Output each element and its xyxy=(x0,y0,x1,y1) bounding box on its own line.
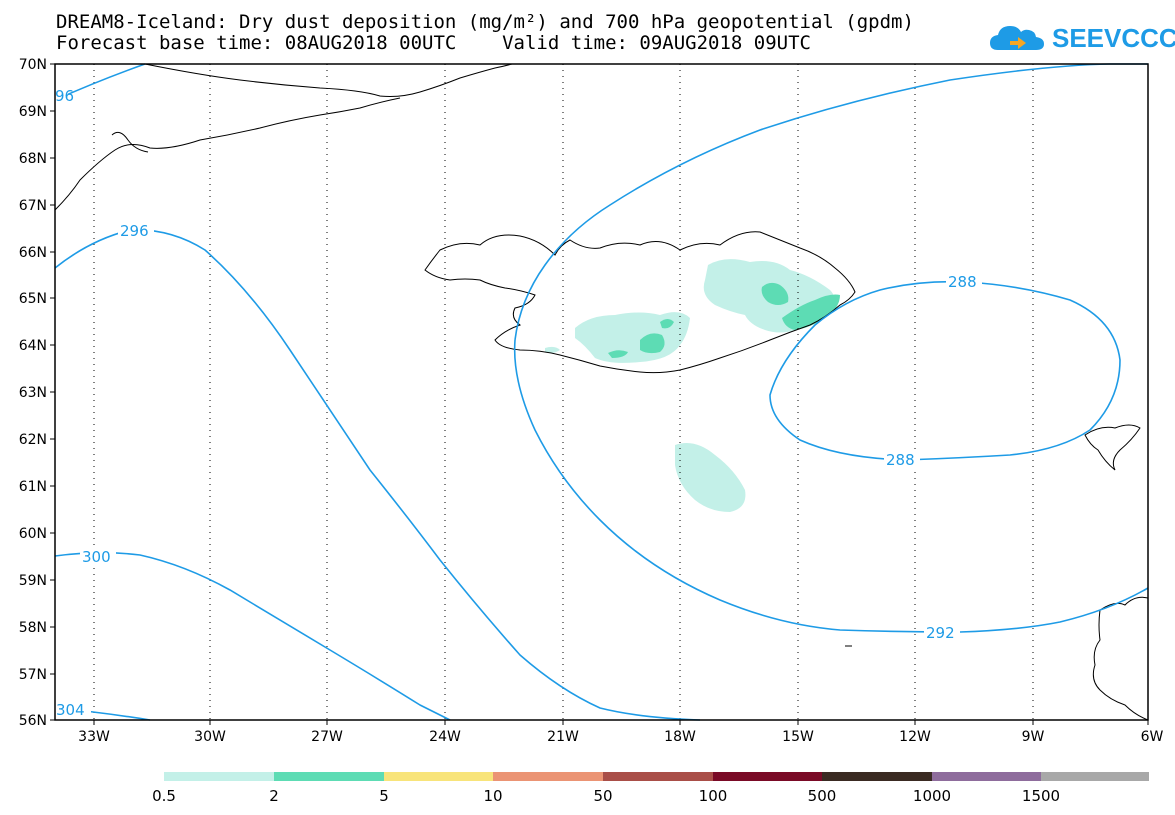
contour-label: 304 xyxy=(56,701,85,719)
lat-label: 69N xyxy=(19,104,47,120)
lon-label: 33W xyxy=(78,729,110,745)
longitude-labels: 33W 30W 27W 24W 21W 18W 15W 12W 9W 6W xyxy=(78,729,1163,745)
contour-labels: 96 296 300 304 288 288 292 xyxy=(54,87,982,719)
map-frame xyxy=(54,63,1149,721)
cloud-arrow-icon xyxy=(990,26,1044,50)
colorbar-label: 0.5 xyxy=(152,787,176,805)
contour-label: 292 xyxy=(926,624,955,642)
colorbar-label: 1000 xyxy=(913,787,951,805)
colorbar-label: 2 xyxy=(269,787,279,805)
colorbar-swatch xyxy=(384,772,493,781)
latitude-axis xyxy=(50,63,55,721)
lon-label: 6W xyxy=(1141,729,1164,745)
lat-label: 56N xyxy=(19,713,47,729)
lat-label: 59N xyxy=(19,573,47,589)
lon-label: 24W xyxy=(429,729,461,745)
colorbar-swatch xyxy=(822,772,932,781)
colorbar-label: 50 xyxy=(593,787,612,805)
lat-label: 67N xyxy=(19,198,47,214)
lat-label: 70N xyxy=(19,57,47,73)
colorbar-swatch xyxy=(493,772,603,781)
colorbar-swatch xyxy=(713,772,822,781)
coastlines xyxy=(54,63,1149,721)
lat-label: 62N xyxy=(19,432,47,448)
colorbar-swatch xyxy=(1041,772,1149,781)
colorbar-label: 5 xyxy=(379,787,389,805)
longitude-axis xyxy=(93,720,1149,725)
graticule xyxy=(93,64,1034,720)
logo-text: SEEVCCC xyxy=(1052,22,1175,53)
colorbar-label: 500 xyxy=(808,787,837,805)
lat-label: 66N xyxy=(19,245,47,261)
lat-label: 61N xyxy=(19,479,47,495)
lat-label: 60N xyxy=(19,526,47,542)
colorbar xyxy=(164,772,1149,781)
colorbar-swatch xyxy=(274,772,384,781)
colorbar-swatch xyxy=(932,772,1041,781)
colorbar-label: 100 xyxy=(699,787,728,805)
latitude-labels: 70N 69N 68N 67N 66N 65N 64N 63N 62N 61N … xyxy=(19,57,47,729)
lon-label: 30W xyxy=(194,729,226,745)
lat-label: 58N xyxy=(19,620,47,636)
geopotential-contours xyxy=(54,63,1149,721)
colorbar-swatch xyxy=(603,772,713,781)
lat-label: 57N xyxy=(19,667,47,683)
lat-label: 64N xyxy=(19,338,47,354)
lon-label: 18W xyxy=(664,729,696,745)
contour-label: 288 xyxy=(948,273,977,291)
lon-label: 21W xyxy=(547,729,579,745)
dust-deposition-layer xyxy=(545,259,840,512)
contour-label: 96 xyxy=(55,87,74,105)
logo: SEEVCCC xyxy=(988,20,1175,56)
lon-label: 15W xyxy=(782,729,814,745)
lon-label: 9W xyxy=(1022,729,1045,745)
colorbar-swatch xyxy=(164,772,274,781)
lat-label: 68N xyxy=(19,151,47,167)
map-subtitle: Forecast base time: 08AUG2018 00UTC Vali… xyxy=(56,32,811,54)
lat-label: 65N xyxy=(19,291,47,307)
colorbar-labels: 0.5 2 5 10 50 100 500 1000 1500 xyxy=(152,787,1060,805)
contour-label: 288 xyxy=(886,451,915,469)
contour-label: 300 xyxy=(82,548,111,566)
lon-label: 12W xyxy=(899,729,931,745)
colorbar-label: 10 xyxy=(483,787,502,805)
lon-label: 27W xyxy=(311,729,343,745)
map-title: DREAM8-Iceland: Dry dust deposition (mg/… xyxy=(56,11,914,33)
lat-label: 63N xyxy=(19,385,47,401)
contour-label: 296 xyxy=(120,222,149,240)
colorbar-label: 1500 xyxy=(1022,787,1060,805)
